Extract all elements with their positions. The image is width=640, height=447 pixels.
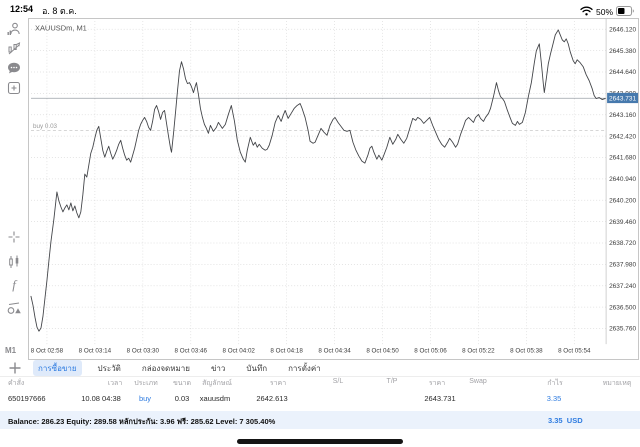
- svg-text:8 Oct 04:50: 8 Oct 04:50: [366, 348, 399, 355]
- total-profit: 3.35 USD: [548, 415, 583, 425]
- crosshair-icon: [6, 231, 22, 249]
- col-order: คำสั่ง: [8, 380, 25, 387]
- candles-button[interactable]: [6, 254, 22, 270]
- tab-journal[interactable]: บันทึก: [246, 363, 268, 373]
- col-sl: S/L: [332, 378, 344, 385]
- svg-text:2638.720: 2638.720: [609, 240, 636, 247]
- objects-button[interactable]: [6, 300, 22, 316]
- col-comment: หมายเหตุ: [602, 380, 632, 387]
- price-chart[interactable]: 8 Oct 02:58 8 Oct 03:14 8 Oct 03:30 8 Oct 0…: [29, 19, 638, 359]
- candles-icon: [6, 255, 22, 274]
- new-order-button[interactable]: [6, 80, 22, 96]
- col-open-price: ราคา: [269, 380, 287, 387]
- svg-text:2641.680: 2641.680: [609, 155, 636, 162]
- home-indicator[interactable]: [237, 439, 403, 444]
- svg-text:8 Oct 04:02: 8 Oct 04:02: [222, 348, 255, 355]
- position-profit: 3.35: [546, 394, 562, 403]
- quotes-icon: [6, 42, 22, 60]
- position-order: 650197666: [8, 394, 46, 403]
- indicators-button[interactable]: f: [6, 277, 22, 293]
- col-swap: Swap: [469, 378, 487, 385]
- svg-text:8 Oct 03:46: 8 Oct 03:46: [175, 348, 208, 355]
- add-tab-button[interactable]: [8, 361, 22, 375]
- svg-text:8 Oct 05:38: 8 Oct 05:38: [510, 348, 543, 355]
- col-time: เวลา: [107, 380, 123, 387]
- position-current-price: 2643.731: [424, 394, 456, 403]
- toolbar-sidebar: f M1: [0, 18, 28, 360]
- chart-panel[interactable]: 8 Oct 02:58 8 Oct 03:14 8 Oct 03:30 8 Oct 0…: [28, 18, 639, 360]
- shapes-icon: [6, 302, 22, 320]
- crosshair-button[interactable]: [6, 229, 22, 245]
- svg-text:2640.940: 2640.940: [609, 176, 636, 183]
- svg-text:2643.160: 2643.160: [609, 112, 636, 119]
- svg-text:buy 0.03: buy 0.03: [33, 123, 58, 130]
- svg-text:2636.500: 2636.500: [609, 304, 636, 311]
- status-bar: 12:54 อ. 8 ต.ค. 50%: [0, 0, 640, 18]
- tab-settings[interactable]: การตั้งค่า: [288, 363, 321, 373]
- position-type: buy: [138, 394, 152, 403]
- quotes-button[interactable]: [6, 40, 22, 56]
- col-volume: ขนาด: [172, 380, 192, 387]
- wifi-icon: [580, 3, 593, 21]
- svg-text:2637.240: 2637.240: [609, 283, 636, 290]
- accounts-button[interactable]: [6, 21, 22, 37]
- col-symbol: สัญลักษณ์: [202, 380, 232, 387]
- svg-text:8 Oct 05:06: 8 Oct 05:06: [414, 348, 447, 355]
- chat-icon: [6, 62, 22, 80]
- svg-text:8 Oct 03:30: 8 Oct 03:30: [127, 348, 160, 355]
- svg-text:2646.120: 2646.120: [609, 26, 636, 33]
- plus-square-icon: [6, 81, 22, 100]
- svg-text:8 Oct 02:58: 8 Oct 02:58: [31, 348, 64, 355]
- account-icon: [6, 22, 22, 41]
- col-type: ประเภท: [134, 380, 158, 387]
- tab-history[interactable]: ประวัติ: [97, 363, 121, 373]
- battery-percent: 50%: [595, 7, 613, 17]
- svg-text:2639.460: 2639.460: [609, 219, 636, 226]
- svg-text:8 Oct 03:14: 8 Oct 03:14: [79, 348, 112, 355]
- col-price: ราคา: [428, 380, 446, 387]
- svg-text:2644.640: 2644.640: [609, 69, 636, 76]
- function-icon: f: [12, 277, 16, 292]
- positions-table-header: คำสั่ง เวลา ประเภท ขนาด สัญลักษณ์ ราคา S…: [0, 378, 640, 391]
- svg-text:XAUUSDm, M1: XAUUSDm, M1: [35, 23, 87, 32]
- tab-trade[interactable]: การซื้อขาย: [33, 360, 82, 376]
- bottom-tab-bar: การซื้อขาย ประวัติ กล่องจดหมาย ข่าว บันท…: [0, 360, 640, 377]
- svg-text:2637.980: 2637.980: [609, 262, 636, 269]
- position-time: 10.08 04:38: [81, 394, 121, 403]
- svg-text:8 Oct 05:54: 8 Oct 05:54: [558, 348, 591, 355]
- svg-text:2640.200: 2640.200: [609, 197, 636, 204]
- tab-news[interactable]: ข่าว: [210, 363, 226, 373]
- svg-text:2645.380: 2645.380: [609, 48, 636, 55]
- account-summary-bar: Balance: 286.23 Equity: 289.58 หลักประกั…: [0, 411, 640, 429]
- clock-time: 12:54: [10, 4, 34, 14]
- col-tp: T/P: [386, 378, 398, 385]
- svg-text:2635.760: 2635.760: [609, 326, 636, 333]
- chat-button[interactable]: [6, 60, 22, 76]
- clock-date: อ. 8 ต.ค.: [42, 6, 77, 16]
- timeframe-label: M1: [5, 346, 17, 355]
- position-open-price: 2642.613: [256, 394, 288, 403]
- position-row[interactable]: 650197666 10.08 04:38 buy 0.03 xauusdm 2…: [0, 394, 640, 409]
- position-volume: 0.03: [174, 394, 190, 403]
- position-symbol: xauusdm: [199, 394, 231, 403]
- svg-text:8 Oct 04:34: 8 Oct 04:34: [318, 348, 351, 355]
- account-summary-text: Balance: 286.23 Equity: 289.58 หลักประกั…: [8, 416, 276, 426]
- battery-icon: [616, 3, 635, 21]
- tab-mailbox[interactable]: กล่องจดหมาย: [141, 363, 190, 373]
- timeframe-button[interactable]: M1: [5, 346, 16, 355]
- svg-text:8 Oct 05:22: 8 Oct 05:22: [462, 348, 495, 355]
- svg-text:2642.420: 2642.420: [609, 133, 636, 140]
- svg-text:8 Oct 04:18: 8 Oct 04:18: [270, 348, 303, 355]
- svg-text:2643.731: 2643.731: [609, 96, 636, 103]
- col-profit: กำไร: [547, 380, 563, 387]
